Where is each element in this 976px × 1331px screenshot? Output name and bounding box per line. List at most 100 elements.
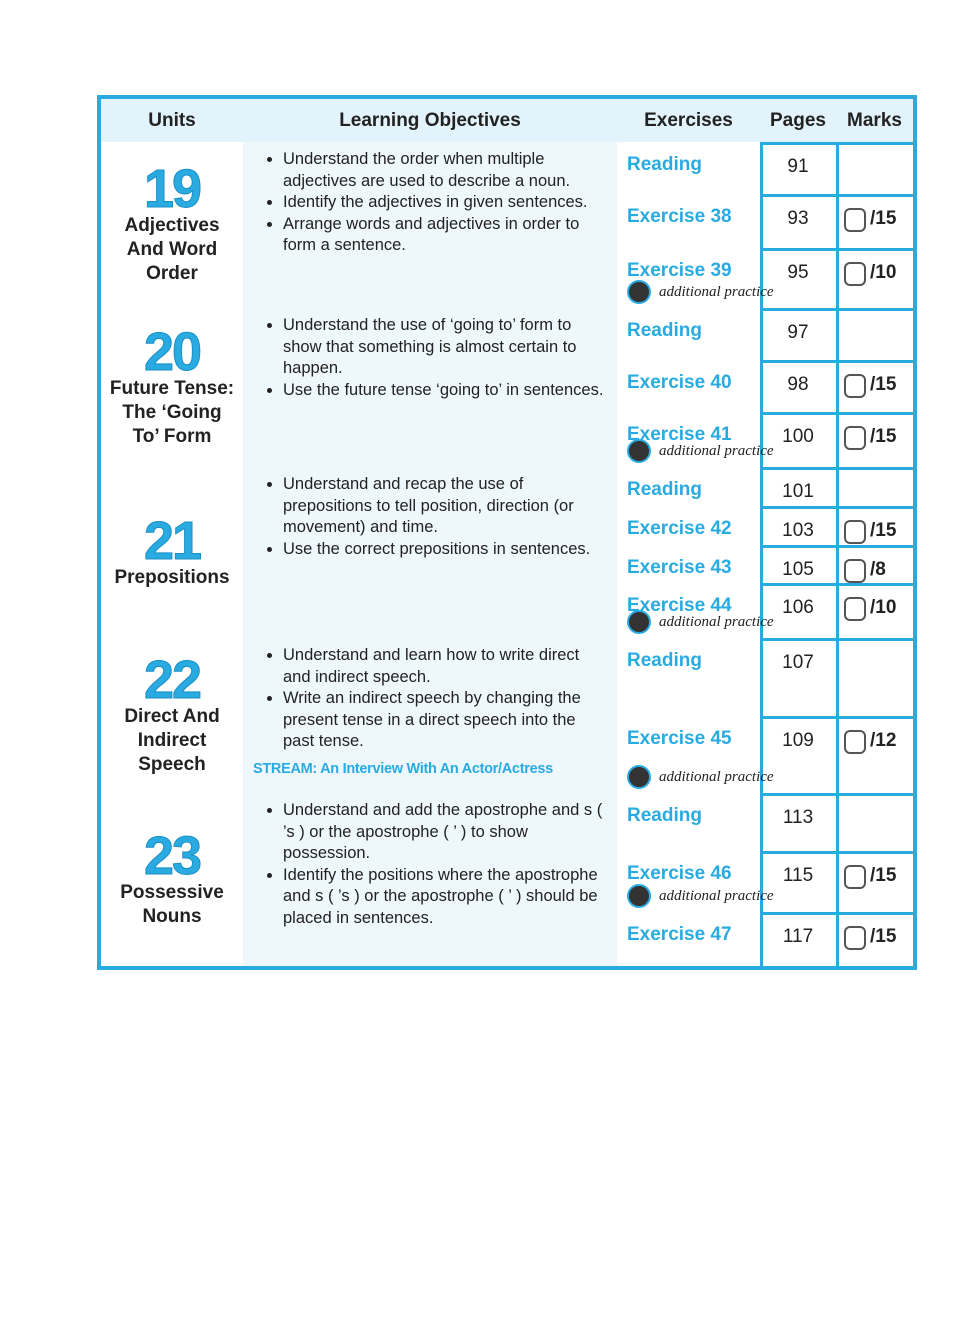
exercise-cell: Exercise 40 (617, 360, 763, 415)
objectives-cell: Understand and recap the use of preposit… (243, 467, 620, 641)
unit-cell: 20 Future Tense: The ‘Going To’ Form (101, 308, 246, 470)
objectives-cell: Understand and add the apostrophe and s … (243, 793, 620, 969)
exercise-name: Exercise 39 (627, 260, 732, 281)
objective: Write an indirect speech by changing the… (283, 688, 609, 753)
page-cell: 106 (760, 583, 839, 641)
objective: Use the correct prepositions in sentence… (283, 539, 609, 561)
page-number: 106 (782, 597, 814, 618)
practice-icon (627, 884, 651, 908)
column-header: Exercises (617, 99, 763, 145)
unit-number: 20 (143, 321, 202, 382)
exercise-cell: Exercise 39 additional practice (617, 248, 774, 311)
marks-cell: /15 (836, 194, 916, 251)
practice-icon (627, 610, 651, 634)
marks-total: /8 (870, 559, 886, 580)
marks-cell (836, 467, 916, 509)
additional-label: additional practice (659, 613, 774, 630)
additional-practice: additional practice (627, 610, 774, 634)
mark-checkbox (844, 559, 866, 583)
unit-number: 21 (143, 510, 202, 571)
page-cell: 113 (760, 793, 839, 854)
unit-name: Direct And Indirect Speech (124, 705, 220, 775)
mark-checkbox (844, 865, 866, 889)
objective-list: Understand and recap the use of preposit… (257, 474, 609, 560)
page-cell: 105 (760, 545, 839, 586)
mark-checkbox (844, 374, 866, 398)
unit-number: 19 (143, 159, 202, 219)
unit-cell: 22 Direct And Indirect Speech (101, 638, 246, 796)
page-number: 117 (782, 926, 814, 947)
exercise-name: Exercise 46 (627, 863, 732, 884)
exercise-name: Reading (627, 320, 702, 341)
unit-name: Adjectives And Word Order (124, 215, 220, 284)
marks-total: /15 (870, 426, 897, 447)
objective: Identify the adjectives in given sentenc… (283, 192, 609, 214)
page-cell: 109 (760, 716, 839, 796)
marks-cell: /10 (836, 583, 916, 641)
unit-name: Possessive Nouns (120, 881, 224, 927)
page-number: 103 (782, 520, 814, 541)
additional-practice: additional practice (627, 884, 774, 908)
marks-cell: /8 (836, 545, 916, 586)
column-header: Units (101, 99, 246, 145)
marks-total: /10 (870, 597, 897, 618)
unit-cell: 23 Possessive Nouns (101, 793, 246, 969)
page-cell: 98 (760, 360, 839, 415)
marks-cell: /10 (836, 248, 916, 311)
practice-icon (627, 439, 651, 463)
marks-total: /15 (870, 865, 897, 886)
stream-link: STREAM: An Interview With An Actor/Actre… (253, 761, 553, 778)
marks-cell: /15 (836, 912, 916, 969)
marks-cell: /15 (836, 506, 916, 548)
exercise-cell: Reading (617, 638, 763, 719)
marks-cell: /15 (836, 412, 916, 470)
unit-name: Future Tense: The ‘Going To’ Form (109, 377, 235, 447)
objective: Understand and recap the use of preposit… (283, 474, 609, 539)
unit-name: Prepositions (114, 566, 230, 588)
exercise-cell: Reading (617, 142, 763, 197)
additional-label: additional practice (659, 442, 774, 459)
exercise-name: Exercise 38 (627, 206, 732, 227)
objective-list: Understand the use of ‘going to’ form to… (257, 315, 609, 401)
page-number: 98 (787, 374, 809, 395)
page-cell: 93 (760, 194, 839, 251)
mark-checkbox (844, 208, 866, 232)
page-cell: 117 (760, 912, 839, 969)
exercise-name: Reading (627, 805, 702, 826)
marks-cell: /15 (836, 851, 916, 915)
additional-label: additional practice (659, 887, 774, 904)
additional-practice: additional practice (627, 765, 774, 789)
exercise-cell: Exercise 42 (617, 506, 763, 548)
page-number: 93 (787, 208, 809, 229)
page-number: 97 (787, 322, 809, 343)
page-number: 105 (782, 559, 814, 580)
page-number: 109 (782, 730, 814, 751)
exercise-cell: Exercise 47 (617, 912, 763, 969)
exercise-name: Exercise 47 (627, 924, 732, 945)
objective: Use the future tense ‘going to’ in sente… (283, 380, 609, 402)
exercise-name: Exercise 40 (627, 372, 732, 393)
additional-practice: additional practice (627, 280, 774, 304)
unit-cell: 21 Prepositions (101, 467, 246, 641)
practice-icon (627, 280, 651, 304)
exercise-name: Exercise 43 (627, 557, 732, 578)
exercise-name: Exercise 45 (627, 728, 732, 749)
objective-list: Understand the order when multiple adjec… (257, 149, 609, 257)
mark-checkbox (844, 730, 866, 754)
exercise-cell: Reading (617, 308, 763, 363)
objectives-cell: Understand the order when multiple adjec… (243, 142, 620, 311)
marks-total: /12 (870, 730, 897, 751)
objective: Understand the use of ‘going to’ form to… (283, 315, 609, 380)
objective: Understand and add the apostrophe and s … (283, 800, 609, 865)
exercise-cell: Exercise 41 additional practice (617, 412, 774, 470)
exercise-name: Exercise 41 (627, 424, 732, 445)
objective: Arrange words and adjectives in order to… (283, 214, 609, 257)
mark-checkbox (844, 520, 866, 544)
exercise-cell: Exercise 46 additional practice (617, 851, 774, 915)
exercise-cell: Exercise 45 additional practice (617, 716, 774, 796)
marks-cell: /12 (836, 716, 916, 796)
page-cell: 100 (760, 412, 839, 470)
marks-total: /15 (870, 520, 897, 541)
unit-cell: 19 Adjectives And Word Order (101, 142, 246, 311)
